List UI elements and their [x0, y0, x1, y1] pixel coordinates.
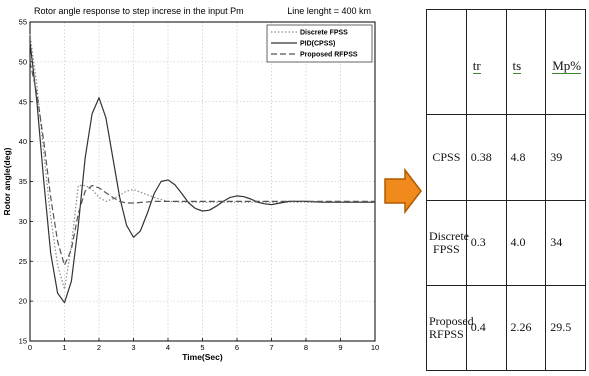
series-layer — [29, 33, 375, 304]
row-name: CPSS — [426, 114, 467, 201]
cell-mp: 29.5 — [545, 284, 586, 372]
x-tick-label: 0 — [28, 343, 32, 352]
table-header-row: tr ts Mp% — [426, 8, 586, 116]
y-tick-label: 30 — [19, 217, 27, 226]
header-ts: ts — [505, 8, 547, 116]
y-tick-label: 50 — [19, 57, 27, 66]
table-row: CPSS 0.38 4.8 39 — [426, 114, 586, 201]
x-tick-label: 3 — [131, 343, 135, 352]
y-tick-label: 25 — [19, 257, 27, 266]
cell-tr: 0.4 — [465, 284, 507, 372]
cell-mp: 39 — [545, 114, 586, 201]
series-line — [29, 33, 375, 290]
chart-title: Rotor angle response to step increse in … — [34, 6, 244, 16]
cell-ts: 2.26 — [505, 284, 547, 372]
header-mp-label: Mp% — [552, 58, 582, 75]
x-tick-label: 2 — [97, 343, 101, 352]
header-ts-label: ts — [512, 58, 522, 75]
x-tick-label: 9 — [338, 343, 342, 352]
cell-tr: 0.3 — [465, 199, 507, 286]
header-tr: tr — [465, 8, 507, 116]
x-tick-label: 8 — [304, 343, 308, 352]
row-name: Discrete FPSS — [426, 199, 469, 286]
right-arrow-shape — [384, 167, 422, 215]
cell-mp: 34 — [545, 199, 586, 286]
y-tick-label: 15 — [19, 337, 27, 346]
row-name: Proposed RFPSS — [426, 284, 474, 372]
header-corner-cell — [426, 8, 467, 116]
chart-panel: Rotor angle response to step increse in … — [2, 6, 379, 362]
x-tick-label: 1 — [62, 343, 66, 352]
x-tick-label: 10 — [371, 343, 379, 352]
header-mp: Mp% — [545, 8, 586, 116]
table-row: Proposed RFPSS 0.4 2.26 29.5 — [426, 284, 586, 372]
x-tick-label: 4 — [166, 343, 170, 352]
series-line — [29, 41, 375, 304]
x-tick-label: 6 — [235, 343, 239, 352]
y-tick-labels: 15 20 25 30 35 40 45 50 55 — [19, 18, 33, 346]
legend-entry: Proposed RFPSS — [300, 52, 358, 59]
cell-ts: 4.8 — [505, 114, 547, 201]
rotor-angle-chart: Rotor angle response to step increse in … — [2, 6, 379, 362]
arrow-body — [384, 167, 422, 215]
y-tick-label: 20 — [19, 297, 27, 306]
cell-tr: 0.38 — [465, 114, 507, 201]
series-line — [29, 61, 375, 266]
right-arrow-icon — [383, 167, 423, 215]
x-tick-label: 7 — [269, 343, 273, 352]
legend-entry: PID(CPSS) — [300, 41, 335, 48]
header-tr-label: tr — [472, 58, 481, 75]
x-tick-label: 5 — [200, 343, 204, 352]
legend: Discrete FPSS PID(CPSS) Proposed RFPSS — [266, 24, 373, 63]
x-tick-labels: 0 1 2 3 4 5 6 7 8 9 10 — [28, 338, 379, 352]
y-tick-label: 35 — [19, 177, 27, 186]
x-axis-label: Time(Sec) — [182, 352, 223, 362]
performance-table: tr ts Mp% CPSS 0.38 4.8 39 Discrete FPSS… — [426, 8, 586, 372]
line-length-annotation: Line lenght = 400 km — [287, 6, 371, 16]
y-tick-label: 55 — [19, 18, 27, 27]
y-axis-label: Rotor angle(deg) — [2, 147, 12, 215]
table-row: Discrete FPSS 0.3 4.0 34 — [426, 199, 586, 286]
legend-entry: Discrete FPSS — [300, 30, 348, 37]
grid-layer — [29, 21, 376, 342]
cell-ts: 4.0 — [505, 199, 547, 286]
y-tick-label: 45 — [19, 97, 27, 106]
y-tick-label: 40 — [19, 137, 27, 146]
